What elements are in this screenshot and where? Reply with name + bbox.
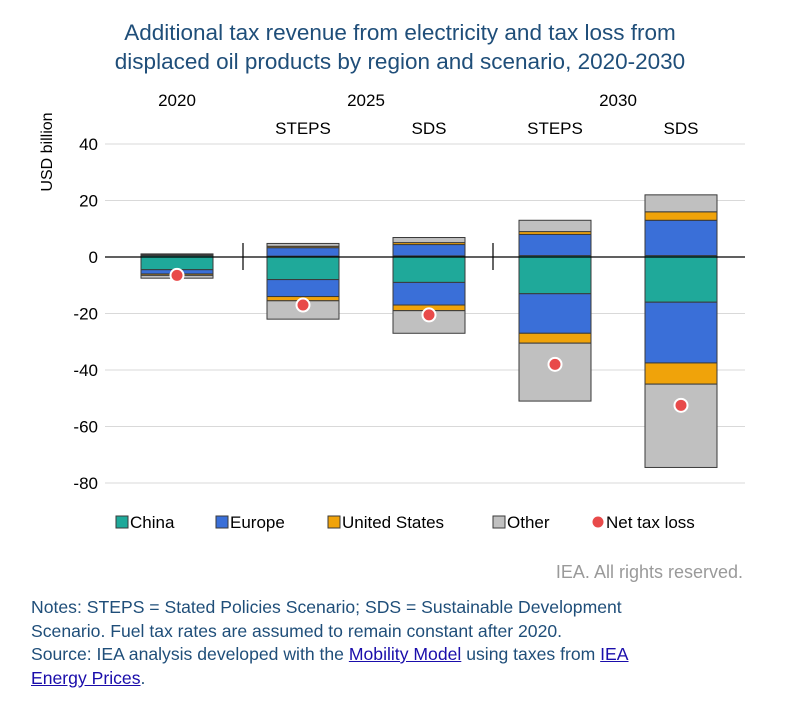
year-label: 2025 [347,91,385,110]
credit-text: IEA. All rights reserved. [555,562,743,582]
year-label: 2020 [158,91,196,110]
legend-label-china: China [130,513,175,532]
chart-title-line-2: displaced oil products by region and sce… [114,49,686,74]
y-tick-label: -80 [73,474,98,493]
scenario-label: STEPS [527,119,583,138]
legend-swatch-europe [215,515,229,529]
year-label: 2030 [599,91,637,110]
bar-europe-negative [644,301,718,364]
bar-other-negative [518,342,592,402]
notes-block: Notes: STEPS = Stated Policies Scenario;… [31,596,761,690]
bar-china-negative [644,256,718,303]
source-mid: using taxes from [461,644,601,664]
bar-china-negative [266,256,340,281]
scenario-label: SDS [412,119,447,138]
legend-label-europe: Europe [230,513,285,532]
mobility-model-link[interactable]: Mobility Model [348,644,462,664]
scenario-label: SDS [664,119,699,138]
legend-label-united-states: United States [342,513,444,532]
bar-europe-positive [392,244,466,257]
net-tax-loss-point [421,307,437,323]
source-line-2: Energy Prices. [31,667,761,691]
bar-china-negative [518,256,592,295]
legend-marker-net-tax-loss [592,516,604,528]
notes-line-2: Scenario. Fuel tax rates are assumed to … [31,620,563,641]
source-end: . [140,667,146,688]
bar-europe-negative [266,279,340,298]
bar-other-positive [518,219,592,233]
legend-swatch-other [492,515,506,529]
bar-other-negative [644,383,718,468]
bar-china-negative [140,256,214,271]
bar-europe-positive [644,219,718,257]
iea-link-part-1[interactable]: IEA [600,644,629,664]
net-tax-loss-point [295,297,311,313]
legend-swatch-united-states [327,515,341,529]
bar-other-positive [392,237,466,244]
bar-china-negative [392,256,466,283]
source-prefix: Source: IEA analysis developed with the [31,644,349,664]
stacked-bar-chart: 40 20 0 -20 -40 -60 -80 USD billion 2020 2025 2030… [39,91,745,532]
y-tick-label: 20 [79,192,98,211]
notes-line-1: Notes: STEPS = Stated Policies Scenario;… [31,597,622,617]
legend-swatch-china [115,515,129,529]
bar-united-states-positive [644,211,718,221]
net-tax-loss-point [673,397,689,413]
net-tax-loss-point [169,267,185,283]
bar-europe-negative [392,281,466,306]
chart-title-line-1: Additional tax revenue from electricity … [124,20,676,45]
bar-europe-positive [266,247,340,257]
legend-label-net-tax-loss: Net tax loss [606,513,695,532]
net-tax-loss-point [547,356,563,372]
y-axis-label: USD billion [39,112,56,191]
chart-title: Additional tax revenue from electricity … [0,18,800,76]
scenario-label: STEPS [275,119,331,138]
bar-other-positive [266,242,340,247]
bar-united-states-negative [644,362,718,385]
bar-europe-negative [518,293,592,334]
iea-energy-prices-link[interactable]: Energy Prices [31,667,141,688]
y-tick-label: -20 [73,305,98,324]
bar-other-positive [140,253,214,256]
y-tick-label: -40 [73,361,98,380]
bar-europe-positive [518,233,592,257]
y-tick-label: 40 [79,135,98,154]
bar-united-states-negative [518,332,592,344]
y-tick-label: -60 [73,418,98,437]
legend-label-other: Other [507,513,550,532]
source-line: Source: IEA analysis developed with the … [31,643,761,667]
bar-other-positive [644,194,718,213]
y-tick-label: 0 [89,248,98,267]
